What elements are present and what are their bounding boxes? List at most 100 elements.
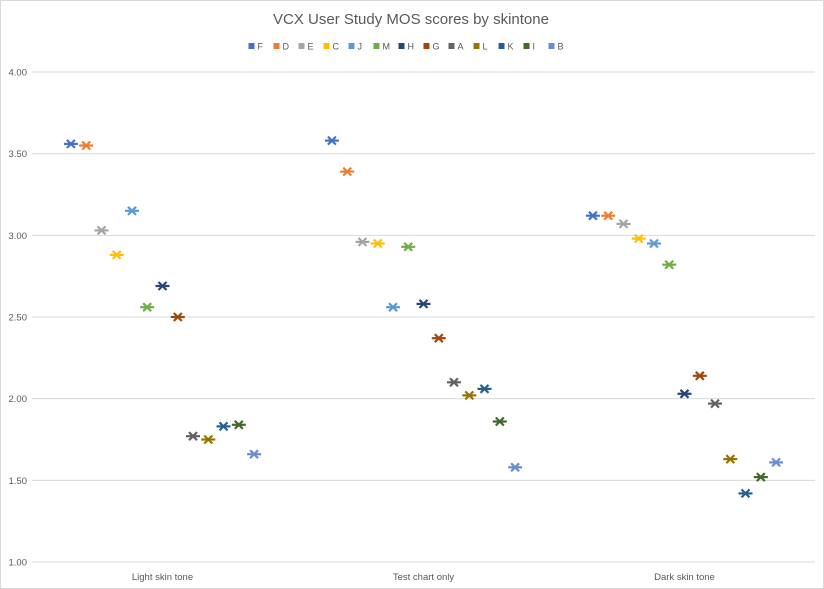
data-point xyxy=(140,302,155,312)
data-point xyxy=(631,233,646,244)
legend-item: A xyxy=(448,42,464,52)
legend-item: E xyxy=(298,42,314,52)
legend-item: B xyxy=(548,42,564,52)
y-tick-label: 4.00 xyxy=(9,68,28,79)
data-point xyxy=(677,389,692,399)
marker-stroke xyxy=(66,139,76,149)
data-point xyxy=(370,238,385,249)
legend-label: D xyxy=(283,42,290,52)
legend-label: H xyxy=(408,42,415,52)
marker-stroke xyxy=(434,333,444,343)
marker-stroke xyxy=(649,238,659,249)
marker-stroke xyxy=(111,250,122,260)
marker-stroke xyxy=(449,377,459,388)
data-point xyxy=(63,139,78,149)
marker-stroke xyxy=(388,302,398,312)
data-point xyxy=(386,302,400,312)
data-point xyxy=(355,237,370,247)
data-point xyxy=(723,454,738,464)
y-tick-label: 1.00 xyxy=(9,558,28,569)
marker-stroke xyxy=(603,210,613,221)
marker-stroke xyxy=(173,312,183,322)
legend-label: B xyxy=(558,42,564,52)
data-point xyxy=(447,377,461,388)
marker-stroke xyxy=(740,488,751,499)
legend-swatch xyxy=(548,43,555,49)
legend-swatch xyxy=(273,43,280,49)
data-point xyxy=(753,472,768,482)
legend-label: L xyxy=(483,42,488,52)
data-point xyxy=(769,457,784,468)
data-point xyxy=(662,259,677,270)
marker-stroke xyxy=(756,472,766,482)
legend-item: G xyxy=(423,42,440,52)
data-point xyxy=(155,281,170,291)
marker-stroke xyxy=(188,431,198,441)
data-point xyxy=(231,420,246,430)
data-point xyxy=(201,434,216,445)
y-axis: 1.00 1.50 2.00 2.50 3.00 3.50 4.00 xyxy=(9,68,28,569)
marker-stroke xyxy=(127,206,137,216)
data-point xyxy=(324,135,339,146)
legend-item: L xyxy=(473,42,488,52)
legend-swatch xyxy=(448,43,455,49)
legend-swatch xyxy=(248,43,255,49)
legend-item: I xyxy=(523,42,536,52)
marker-stroke xyxy=(218,421,229,432)
marker-stroke xyxy=(710,398,720,409)
gridlines xyxy=(32,71,815,563)
data-point xyxy=(616,219,631,229)
data-point xyxy=(401,242,416,252)
x-category-label: Dark skin tone xyxy=(654,572,715,583)
marker-stroke xyxy=(664,259,674,270)
y-tick-label: 1.50 xyxy=(9,476,28,487)
legend-swatch xyxy=(423,43,430,49)
legend-swatch xyxy=(498,43,505,49)
marker-stroke xyxy=(418,299,429,309)
legend-label: M xyxy=(383,42,391,52)
legend-label: F xyxy=(258,42,264,52)
legend-label: C xyxy=(333,42,340,52)
data-point xyxy=(186,431,200,441)
data-point xyxy=(738,488,753,499)
marker-stroke xyxy=(372,238,383,249)
marker-stroke xyxy=(96,225,107,236)
marker-stroke xyxy=(342,166,352,177)
legend-swatch xyxy=(473,43,480,49)
legend-swatch xyxy=(323,43,330,49)
data-point xyxy=(109,250,124,260)
legend-label: I xyxy=(533,42,536,52)
marker-stroke xyxy=(618,219,629,229)
legend-swatch xyxy=(298,43,305,49)
legend-item: D xyxy=(273,42,290,52)
marker-stroke xyxy=(157,281,168,291)
legend-item: F xyxy=(248,42,264,52)
legend-item: C xyxy=(323,42,340,52)
marker-stroke xyxy=(327,135,337,146)
data-point xyxy=(601,210,616,221)
legend-label: J xyxy=(358,42,363,52)
data-point xyxy=(416,299,431,309)
legend-label: A xyxy=(458,42,464,52)
marker-stroke xyxy=(234,420,244,430)
chart-title: VCX User Study MOS scores by skintone xyxy=(273,11,549,28)
data-point xyxy=(94,225,109,236)
marker-stroke xyxy=(203,434,214,445)
y-tick-label: 2.50 xyxy=(9,313,28,324)
legend-swatch xyxy=(398,43,405,49)
data-point xyxy=(170,312,185,322)
data-point xyxy=(492,416,507,427)
y-tick-label: 3.50 xyxy=(9,149,28,160)
marker-stroke xyxy=(679,389,690,399)
legend-label: K xyxy=(508,42,514,52)
data-point xyxy=(477,384,492,394)
legend-label: G xyxy=(433,42,440,52)
legend-item: M xyxy=(373,42,391,52)
legend-item: K xyxy=(498,42,514,52)
legend-item: H xyxy=(398,42,415,52)
marker-stroke xyxy=(249,449,259,459)
data-point xyxy=(125,206,139,216)
data-point xyxy=(647,238,661,249)
legend-swatch xyxy=(348,43,355,49)
